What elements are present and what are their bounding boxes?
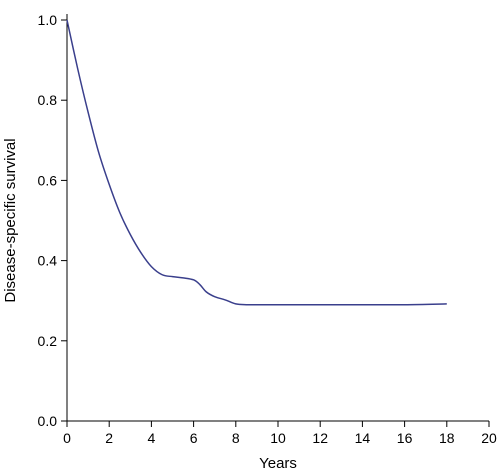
y-tick-label: 0.0 [38, 413, 58, 429]
y-tick-label: 0.6 [38, 172, 58, 188]
x-tick-label: 20 [481, 430, 497, 446]
x-tick-label: 2 [105, 430, 113, 446]
x-tick-label: 14 [355, 430, 371, 446]
x-tick-label: 12 [312, 430, 328, 446]
x-tick-label: 8 [232, 430, 240, 446]
y-axis-title: Disease-specific survival [2, 138, 19, 302]
series-layer [66, 19, 447, 306]
survival-curve-line [66, 19, 447, 306]
x-tick-label: 0 [63, 430, 71, 446]
y-tick-label: 0.8 [38, 92, 58, 108]
x-tick-label: 4 [148, 430, 156, 446]
y-tick-label: 0.2 [38, 333, 58, 349]
y-tick-label: 1.0 [38, 12, 58, 28]
x-axis-ticks: 0 2 4 6 8 10 12 14 16 18 20 [63, 421, 497, 446]
y-axis-ticks: 0.0 0.2 0.4 0.6 0.8 1.0 [38, 12, 67, 429]
x-tick-label: 10 [270, 430, 286, 446]
x-tick-label: 18 [439, 430, 455, 446]
x-tick-label: 6 [190, 430, 198, 446]
x-axis-title: Years [259, 455, 297, 472]
y-tick-label: 0.4 [38, 253, 58, 269]
x-tick-label: 16 [397, 430, 413, 446]
